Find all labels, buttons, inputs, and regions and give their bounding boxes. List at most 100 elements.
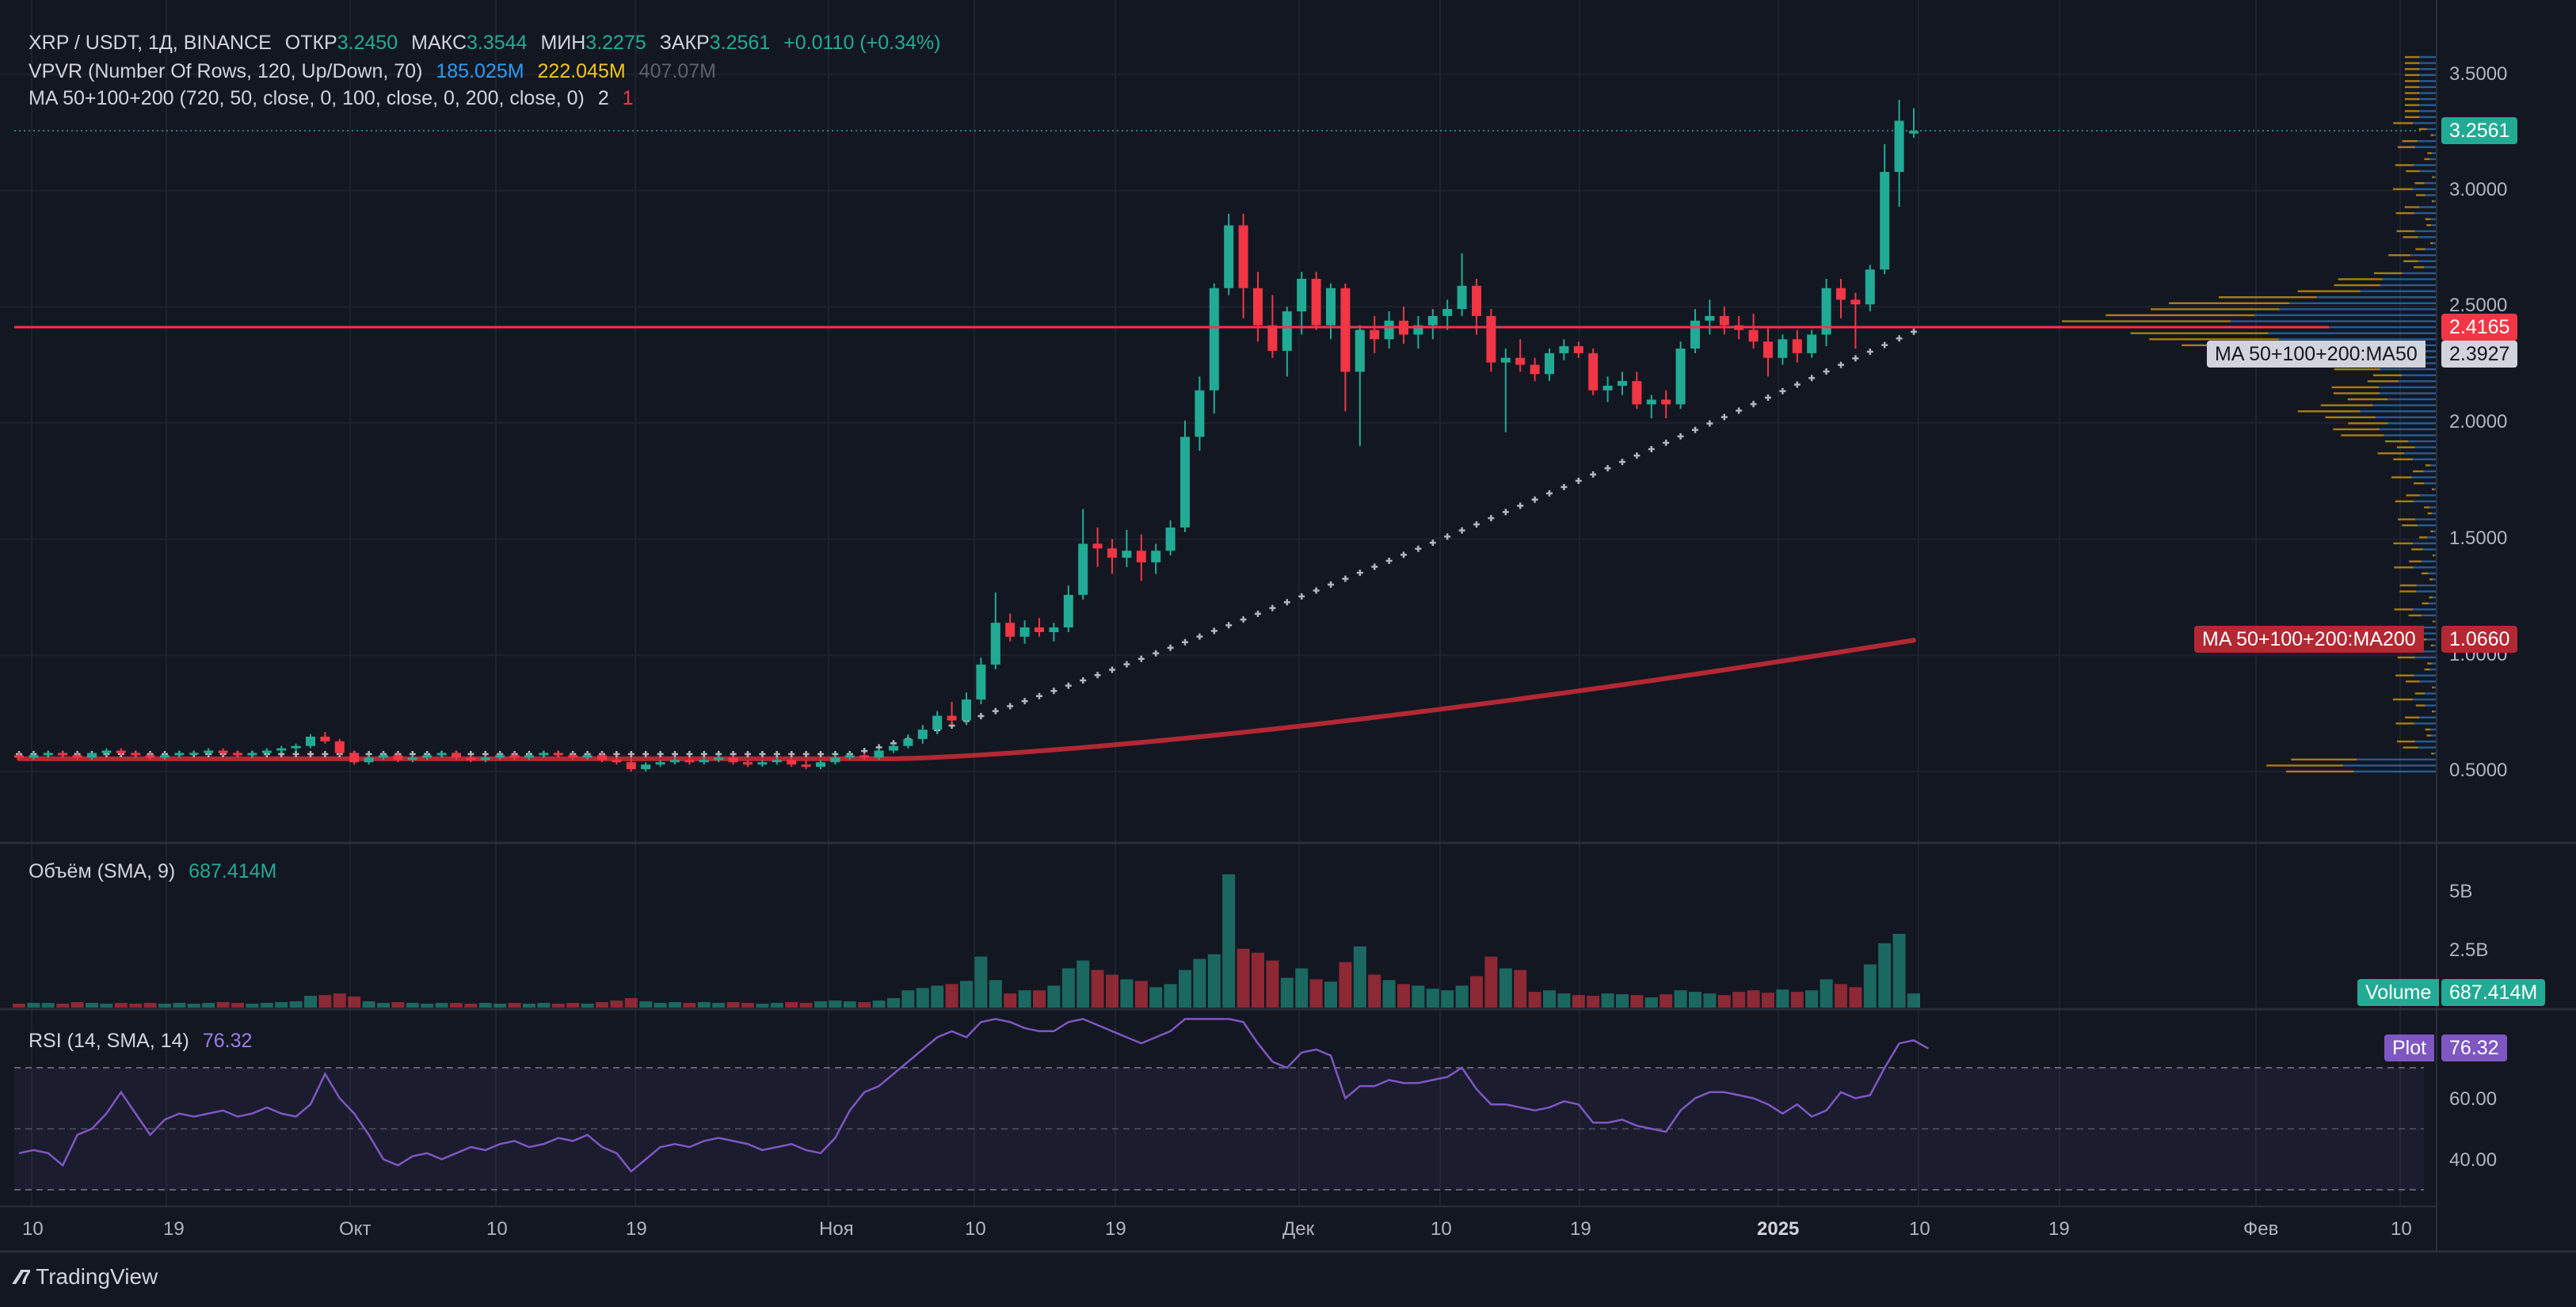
vpvr-row-up: [2417, 524, 2437, 527]
vpvr-row-down: [2405, 116, 2419, 119]
ma50-point: [1677, 432, 1684, 440]
vpvr-row-down: [2408, 614, 2422, 617]
ma50-point: [1153, 650, 1160, 657]
volume-bar: [1907, 993, 1920, 1008]
candle-body: [1253, 288, 1263, 326]
vpvr-row-down: [2427, 152, 2432, 154]
volume-bar: [741, 1003, 754, 1008]
ma50-point: [1633, 452, 1640, 459]
candle-body: [1297, 278, 1307, 312]
open-value: 3.2450: [337, 32, 398, 54]
vpvr-row-down: [2431, 200, 2434, 203]
volume-bar: [86, 1003, 98, 1008]
vpvr-row-down: [2151, 308, 2280, 311]
vpvr-row-down: [2061, 320, 2231, 322]
volume-bar: [70, 1002, 84, 1008]
vpvr-row-down: [2414, 692, 2425, 695]
vpvr-row-down: [2426, 734, 2432, 737]
vpvr-down-value: 222.045M: [537, 60, 626, 82]
vpvr-row-up: [2380, 392, 2437, 394]
candle-body: [787, 760, 797, 765]
vpvr-row-up: [2399, 380, 2437, 383]
volume-bar: [1820, 979, 1833, 1008]
vpvr-row-down: [2414, 482, 2425, 485]
candle-body: [1530, 364, 1540, 375]
vpvr-row-down: [2130, 332, 2269, 334]
candle-body: [1195, 390, 1205, 437]
volume-indicator-label[interactable]: Объём (SMA, 9): [29, 860, 176, 882]
candle-body: [58, 753, 68, 756]
change-value: +0.0110 (+0.34%): [783, 32, 941, 54]
tradingview-branding[interactable]: ⁄⁄7 TradingView: [16, 1264, 158, 1290]
candle-body: [1370, 330, 1380, 340]
ma50-point: [1575, 478, 1582, 485]
candle-body: [1267, 325, 1278, 351]
vpvr-row-up: [2419, 92, 2437, 94]
ma50-point: [1823, 368, 1830, 375]
volume-bar: [1441, 990, 1454, 1008]
ma-legend[interactable]: MA 50+100+200 (720, 50, close, 0, 100, c…: [29, 86, 642, 111]
ma50-label-tag: MA 50+100+200:MA50: [2207, 341, 2425, 368]
vpvr-row-down: [2391, 476, 2412, 478]
candle-body: [334, 741, 345, 753]
ma50-point: [613, 750, 620, 757]
candle-body: [218, 750, 228, 753]
candle-body: [976, 665, 986, 700]
vpvr-legend[interactable]: VPVR (Number Of Rows, 120, Up/Down, 70) …: [29, 59, 724, 84]
vpvr-row-up: [2430, 464, 2437, 467]
volume-bar: [624, 998, 638, 1008]
ma50-point: [1517, 502, 1524, 509]
volume-bar: [814, 1001, 827, 1008]
high-label: МАКС: [411, 32, 467, 54]
ma-label[interactable]: MA 50+100+200 (720, 50, close, 0, 100, c…: [29, 87, 585, 109]
hline-price-tag[interactable]: 2.4165: [2441, 314, 2518, 341]
volume-bar: [377, 1003, 390, 1008]
candle-body: [1472, 285, 1481, 316]
vpvr-row-down: [2395, 500, 2414, 503]
volume-bar: [1674, 990, 1687, 1008]
ma50-point: [1736, 407, 1743, 414]
volume-bar: [1004, 993, 1017, 1008]
time-tick: 10: [965, 1218, 986, 1240]
ma50-point: [802, 750, 810, 757]
volume-bar: [406, 1003, 419, 1008]
price-tick: 2.5000: [2449, 295, 2508, 316]
candle-body: [612, 760, 622, 763]
candle-body: [1457, 285, 1467, 310]
time-tick: 10: [1431, 1218, 1452, 1240]
vpvr-row-down: [2367, 380, 2399, 383]
vpvr-row-up: [2433, 711, 2437, 713]
candle-body: [917, 730, 928, 739]
vpvr-row-up: [2418, 236, 2437, 238]
vpvr-row-down: [2399, 584, 2417, 587]
volume-bar: [1557, 993, 1571, 1008]
rsi-indicator-label[interactable]: RSI (14, SMA, 14): [29, 1030, 189, 1052]
vpvr-row-down: [2413, 470, 2424, 473]
vpvr-row-up: [2419, 62, 2437, 64]
vpvr-row-up: [2415, 518, 2437, 520]
vpvr-row-down: [2399, 590, 2417, 593]
vpvr-row-down: [2266, 764, 2343, 767]
vpvr-row-up: [2419, 104, 2437, 106]
ma50-point: [1400, 551, 1407, 558]
volume-bar: [158, 1004, 171, 1008]
volume-bar: [1164, 984, 1177, 1008]
volume-bar: [246, 1004, 259, 1008]
ma50-point: [759, 750, 766, 757]
candle-body: [233, 753, 242, 756]
candle-body: [1632, 381, 1642, 405]
ma50-point: [1225, 622, 1233, 629]
ma50-point: [322, 750, 329, 757]
candle-body: [830, 757, 840, 763]
candle-body: [480, 757, 490, 760]
volume-bar: [551, 1004, 565, 1008]
vpvr-label[interactable]: VPVR (Number Of Rows, 120, Up/Down, 70): [29, 60, 423, 82]
volume-bar: [1732, 992, 1746, 1008]
ma50-point: [992, 707, 999, 714]
rsi-legend[interactable]: RSI (14, SMA, 14) 76.32: [29, 1028, 260, 1054]
volume-legend[interactable]: Объём (SMA, 9) 687.414M: [29, 859, 284, 884]
symbol-label[interactable]: XRP / USDT, 1Д, BINANCE: [29, 32, 272, 54]
candle-body: [1035, 627, 1044, 632]
vpvr-row-up: [2433, 134, 2437, 136]
